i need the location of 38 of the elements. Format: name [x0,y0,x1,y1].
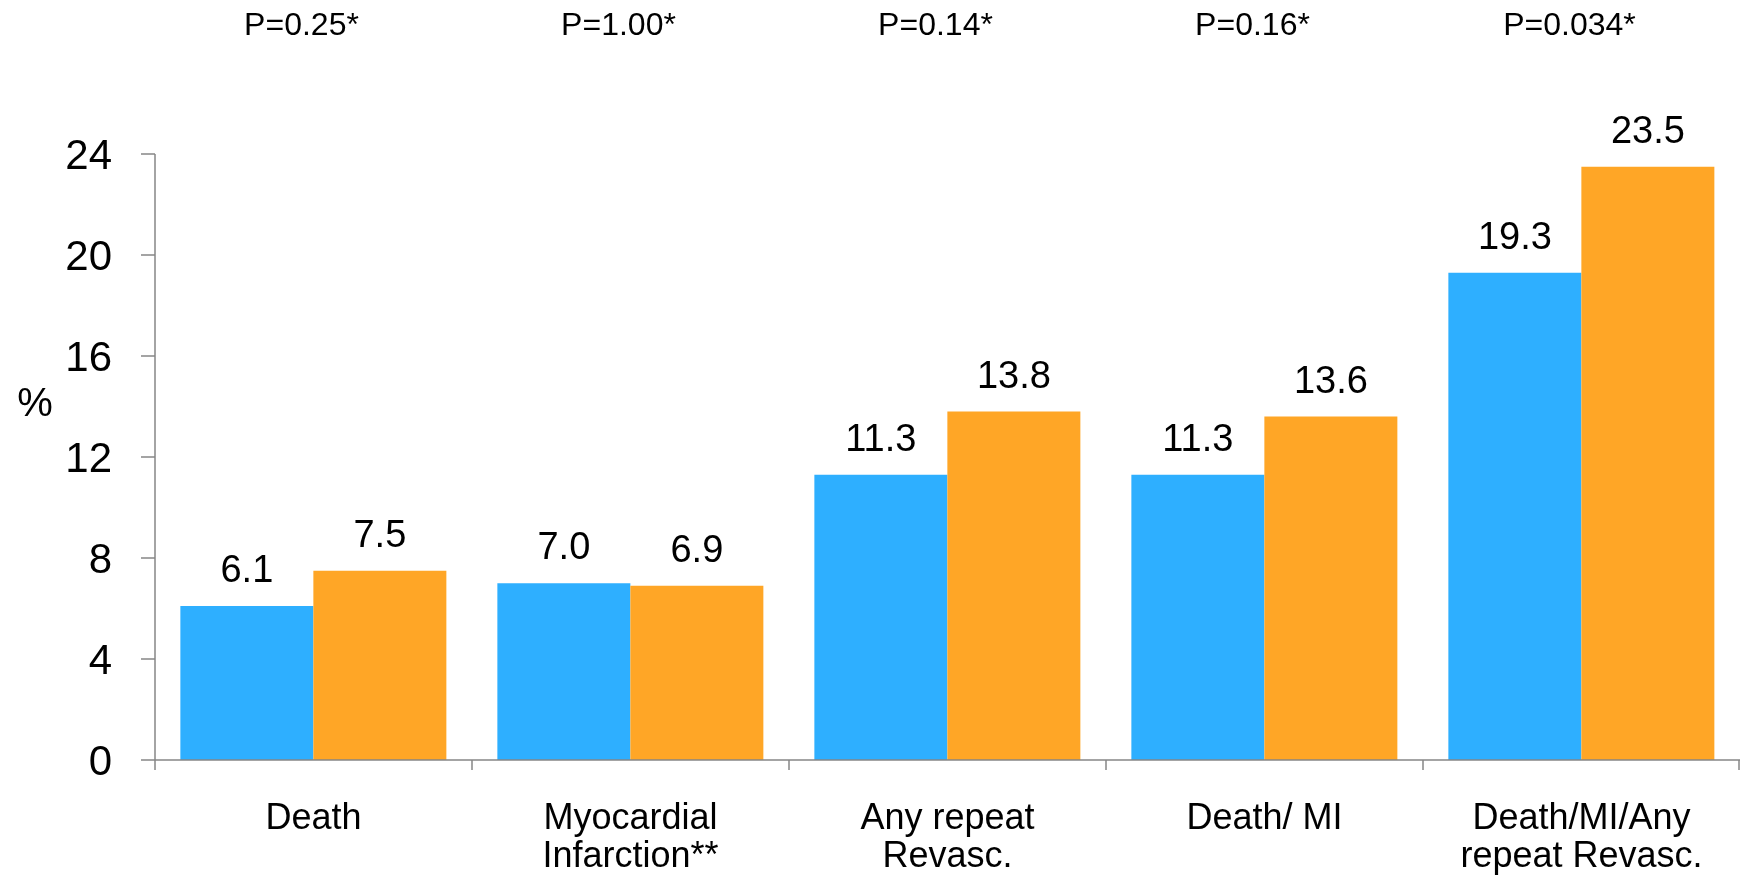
y-tick-label: 16 [65,332,112,380]
bar [814,474,948,760]
x-tick-label: Any repeat Revasc. [860,795,1035,875]
text: P=0.25* [244,6,359,42]
x-tick-label: Myocardial Infarction** [542,795,719,875]
y-axis-title: % [17,380,53,425]
bar [1131,474,1265,760]
y-tick-label: 4 [88,635,112,683]
bar [1581,166,1715,760]
data-label: 7.5 [353,512,407,555]
x-tick-label: Death/ MI [1186,795,1343,837]
bar [313,570,447,760]
bar [1448,272,1582,760]
bar [630,585,764,760]
bar [497,583,631,760]
data-label: 19.3 [1477,214,1552,257]
y-tick-label: 24 [65,130,112,178]
y-tick-label: 20 [65,231,112,279]
x-tick-label: Death/MI/Any repeat Revasc. [1460,795,1703,875]
data-label: 7.0 [537,525,591,568]
bar [180,605,314,760]
data-label: 13.6 [1293,358,1368,401]
text: P=0.16* [1195,6,1310,42]
data-label: 13.8 [976,353,1051,396]
data-label: 11.3 [845,416,917,459]
text: P=0.14* [878,6,993,42]
data-label: 11.3 [1162,416,1234,459]
bar [947,411,1081,760]
y-tick-label: 12 [65,433,112,481]
text: P=1.00* [561,6,676,42]
text: P=0.034* [1503,6,1636,42]
data-label: 6.9 [670,527,724,570]
data-label: 23.5 [1610,108,1685,151]
bar [1264,416,1398,760]
x-tick-label: Death [265,795,362,837]
y-tick-label: 0 [88,736,112,784]
y-tick-label: 8 [88,534,112,582]
data-label: 6.1 [220,547,274,590]
